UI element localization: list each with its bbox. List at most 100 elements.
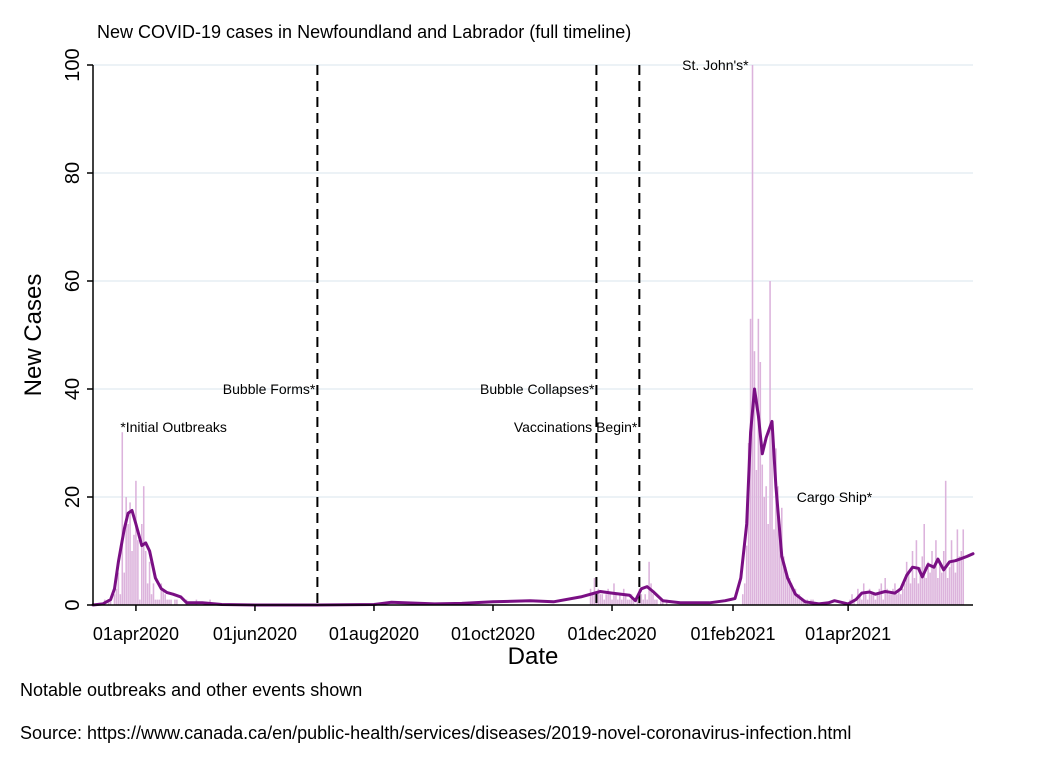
bar	[168, 599, 170, 605]
bar	[905, 561, 908, 605]
gridlines	[93, 64, 973, 498]
bar	[921, 556, 924, 605]
bar	[131, 551, 133, 605]
event-lines	[316, 65, 641, 605]
bar	[741, 594, 744, 605]
bar	[802, 599, 805, 605]
bar	[139, 599, 141, 605]
bar	[597, 588, 600, 605]
bar	[880, 583, 883, 605]
bar	[933, 567, 935, 605]
x-tick-label: 01apr2021	[805, 624, 891, 644]
bar	[788, 578, 791, 605]
y-tick-label: 40	[62, 378, 84, 400]
bar	[137, 540, 139, 605]
bar	[656, 599, 658, 605]
bar	[127, 524, 129, 605]
bar	[759, 362, 762, 605]
annotation-label: Cargo Ship*	[797, 489, 873, 505]
footnote-source: Source: https://www.canada.ca/en/public-…	[20, 723, 852, 743]
bar	[158, 599, 161, 605]
bar	[123, 572, 125, 605]
bar	[944, 480, 947, 605]
bar	[593, 578, 596, 605]
bar	[786, 578, 789, 605]
bar	[909, 583, 912, 605]
bar	[878, 588, 881, 605]
bar	[621, 599, 623, 605]
annotation-label: *Initial Outbreaks	[120, 419, 227, 435]
bar	[642, 599, 645, 605]
bar	[607, 588, 609, 605]
bar	[154, 599, 157, 605]
bar	[925, 578, 927, 605]
average-line-path	[91, 387, 975, 607]
bar	[109, 599, 112, 605]
bar	[769, 281, 771, 605]
bar	[946, 578, 949, 605]
bar	[923, 524, 925, 605]
event-label: Vaccinations Begin*	[514, 419, 638, 435]
bar	[650, 583, 652, 605]
y-tick-label: 100	[62, 48, 84, 81]
bar	[960, 551, 963, 605]
bar	[775, 448, 777, 605]
bar	[771, 426, 773, 605]
bar	[866, 599, 869, 605]
bar	[115, 588, 118, 605]
bar	[661, 599, 664, 605]
bar	[745, 545, 748, 605]
bar	[141, 524, 143, 605]
bar	[765, 486, 767, 605]
bar	[148, 561, 151, 605]
bar	[917, 583, 920, 605]
bar	[751, 65, 754, 605]
bar	[125, 497, 127, 605]
bar	[757, 318, 760, 605]
bar	[763, 497, 765, 605]
bar	[798, 594, 801, 605]
bar	[956, 529, 959, 605]
event-label: Bubble Collapses*	[480, 381, 595, 397]
bar	[958, 556, 961, 605]
bar	[152, 583, 155, 605]
bar	[599, 594, 602, 605]
bar	[784, 567, 787, 605]
bar	[861, 599, 863, 605]
bar	[117, 572, 120, 605]
y-tick-label: 20	[62, 486, 84, 508]
bar	[950, 540, 953, 605]
bar	[876, 594, 879, 605]
bar	[939, 561, 941, 605]
bar	[777, 486, 779, 605]
bar	[931, 551, 933, 605]
bar	[601, 594, 604, 605]
bar	[591, 594, 594, 605]
bar	[133, 534, 135, 605]
bar	[927, 561, 929, 605]
y-axis-title: New Cases	[20, 274, 47, 397]
bar	[907, 572, 910, 605]
y-tick-label: 80	[62, 162, 84, 184]
bar	[611, 599, 613, 605]
bar	[870, 594, 873, 605]
bar	[626, 599, 629, 605]
x-tick-label: 01dec2020	[567, 624, 656, 644]
bar	[868, 588, 871, 605]
bar	[773, 529, 775, 605]
chart-text: Bubble Forms* Bubble Collapses* Vaccinatio…	[20, 22, 891, 670]
x-tick-label: 01feb2021	[690, 624, 775, 644]
bar	[164, 594, 166, 605]
x-tick-label: 01apr2020	[93, 624, 179, 644]
bar	[915, 540, 918, 605]
bar	[903, 583, 906, 605]
bar	[941, 572, 943, 605]
bar	[644, 594, 646, 605]
bar	[135, 480, 137, 605]
bar	[898, 588, 900, 605]
bar	[615, 594, 617, 605]
bar	[901, 588, 904, 605]
bar	[628, 599, 631, 605]
bar	[589, 588, 592, 605]
x-tick-label: 01oct2020	[451, 624, 535, 644]
